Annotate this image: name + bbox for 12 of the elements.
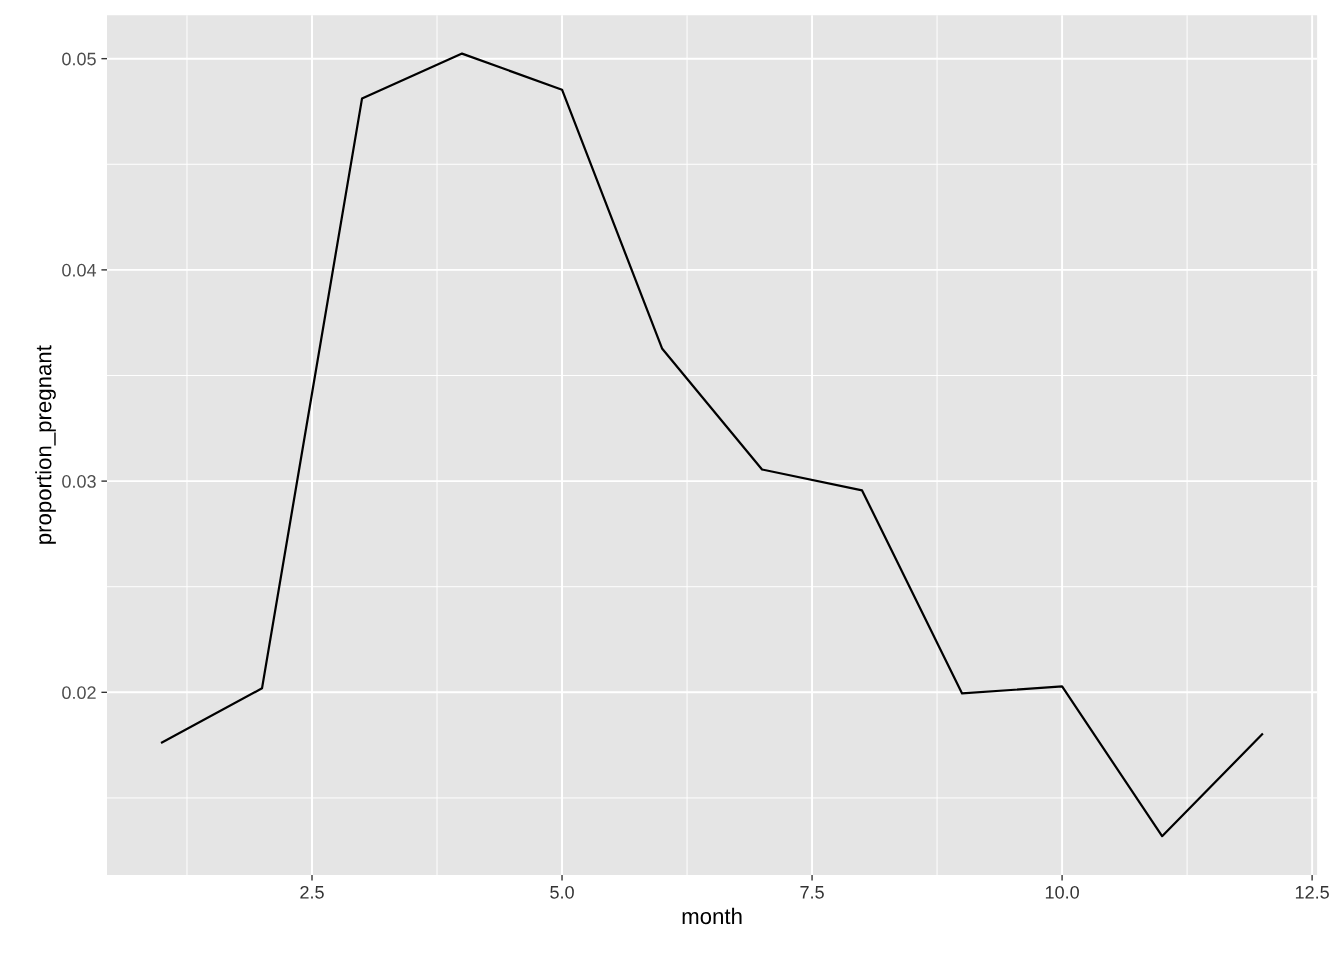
y-tick-label: 0.02 xyxy=(62,686,96,700)
y-tick-label: 0.03 xyxy=(62,475,96,488)
line-series xyxy=(160,52,1264,838)
y-axis-title: proportion_pregnant xyxy=(35,345,56,544)
y-tick-label: 0.04 xyxy=(62,263,97,277)
y-tick-label: 0.05 xyxy=(62,52,96,66)
x-tick-label: 12.5 xyxy=(1295,885,1329,899)
x-tick-label: 10.0 xyxy=(1045,885,1079,899)
x-axis-title: month xyxy=(682,907,742,925)
x-tick-label: 5.0 xyxy=(550,885,574,899)
x-tick-label: 2.5 xyxy=(300,885,324,899)
x-tick-label: 7.5 xyxy=(800,886,824,899)
